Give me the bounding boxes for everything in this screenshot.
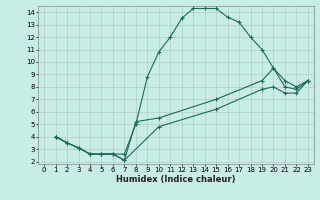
X-axis label: Humidex (Indice chaleur): Humidex (Indice chaleur) [116,175,236,184]
